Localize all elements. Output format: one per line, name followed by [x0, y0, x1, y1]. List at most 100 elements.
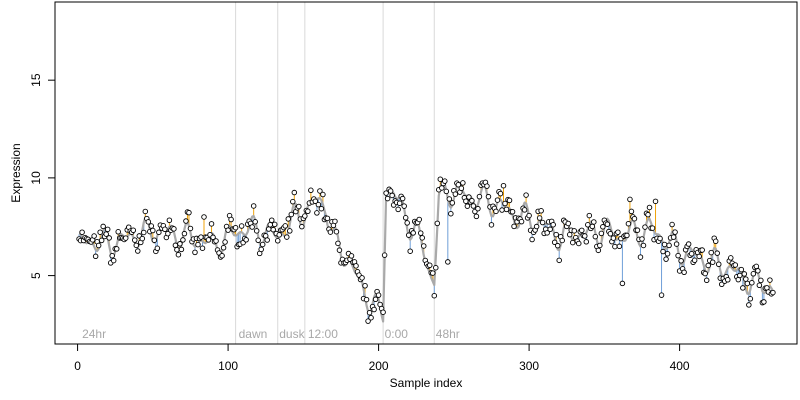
data-point: [554, 242, 561, 249]
data-point: [381, 252, 388, 258]
data-point: [709, 259, 716, 265]
data-point: [627, 196, 633, 203]
data-point: [473, 213, 480, 220]
data-point: [228, 216, 234, 223]
data-point: [703, 277, 710, 284]
data-point: [115, 229, 121, 235]
data-point: [664, 251, 671, 257]
data-points: [76, 176, 776, 324]
data-point: [660, 248, 666, 255]
data-point: [499, 207, 505, 213]
data-point: [299, 223, 305, 230]
data-point: [243, 237, 249, 243]
data-point: [270, 226, 276, 233]
data-point: [607, 230, 614, 237]
data-point: [175, 251, 182, 258]
data-point: [761, 299, 767, 305]
data-point: [371, 306, 377, 313]
data-point: [708, 249, 714, 256]
data-point: [312, 198, 319, 204]
data-point: [466, 194, 472, 200]
data-point: [399, 195, 406, 202]
data-point: [485, 193, 492, 200]
data-point: [145, 219, 152, 225]
data-point: [366, 309, 373, 316]
data-point: [375, 292, 382, 298]
annotations: 24hr dawn dusk 12:00 0:00 48hr: [82, 327, 460, 341]
data-point: [610, 235, 617, 241]
data-point: [533, 223, 540, 230]
y-tick-label: 5: [29, 272, 43, 279]
data-point: [511, 223, 517, 230]
data-point: [452, 191, 459, 197]
data-point: [443, 188, 450, 195]
data-point: [446, 196, 453, 202]
data-point: [253, 228, 260, 234]
data-point: [259, 241, 266, 248]
data-point: [705, 262, 711, 269]
data-point: [395, 206, 401, 213]
data-point: [172, 242, 179, 249]
data-point: [445, 259, 451, 265]
data-point: [287, 228, 293, 234]
data-point: [98, 237, 105, 244]
data-point: [681, 269, 687, 276]
data-point: [150, 227, 156, 234]
data-point: [597, 242, 603, 249]
data-point: [139, 235, 146, 242]
annotation-label: dusk: [279, 327, 305, 341]
data-point: [672, 229, 678, 235]
data-point: [250, 203, 257, 209]
y-tick-label: 15: [29, 73, 43, 87]
data-point: [171, 226, 177, 232]
data-point: [324, 215, 331, 222]
data-point: [222, 239, 228, 245]
data-point: [565, 220, 571, 227]
data-point: [460, 180, 466, 186]
data-point: [396, 200, 403, 206]
data-point: [634, 227, 641, 233]
x-tick-label: 300: [519, 359, 539, 373]
data-point: [305, 208, 311, 215]
annotation-label: 0:00: [385, 327, 409, 341]
data-point: [180, 237, 186, 243]
data-point: [663, 256, 669, 262]
data-point: [715, 261, 722, 267]
data-point: [669, 221, 675, 228]
data-point: [314, 210, 320, 216]
data-point: [419, 235, 425, 241]
data-point: [725, 276, 731, 283]
data-point: [756, 282, 763, 289]
data-point: [685, 241, 692, 247]
data-point: [699, 247, 705, 253]
data-point: [497, 190, 504, 197]
data-point: [712, 238, 719, 245]
data-point: [747, 296, 754, 302]
data-point: [238, 223, 245, 229]
data-point: [639, 236, 645, 242]
data-point: [433, 264, 439, 271]
data-point: [470, 203, 477, 209]
data-point: [291, 189, 298, 196]
data-point: [181, 230, 188, 237]
data-point: [110, 257, 117, 264]
data-point: [678, 258, 684, 264]
annotation-label: 24hr: [82, 327, 106, 341]
data-point: [368, 314, 374, 321]
data-point: [615, 229, 621, 235]
data-point: [106, 235, 112, 241]
data-point: [637, 254, 644, 260]
data-point: [427, 262, 433, 269]
data-point: [547, 226, 553, 233]
data-point: [335, 240, 341, 247]
data-point: [372, 296, 379, 303]
data-point: [362, 283, 368, 289]
data-point: [592, 233, 599, 240]
data-point: [688, 251, 695, 257]
data-point: [640, 242, 647, 249]
data-point: [600, 224, 606, 230]
data-point: [384, 195, 391, 202]
data-point: [132, 237, 138, 243]
data-point: [463, 198, 469, 204]
